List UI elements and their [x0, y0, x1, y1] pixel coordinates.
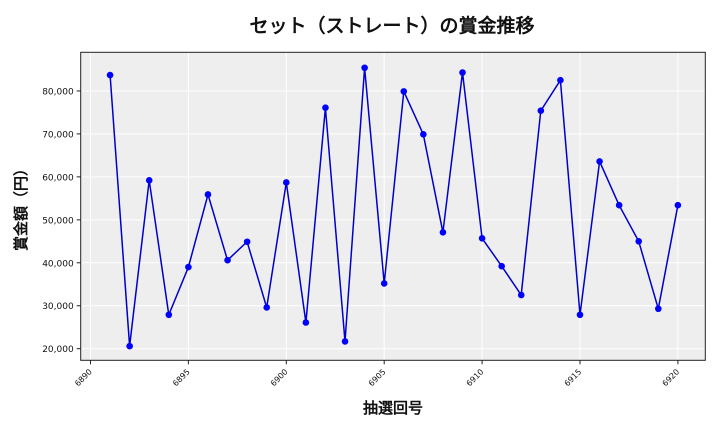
data-point — [302, 319, 310, 326]
y-tick-label: 40,000 — [42, 259, 74, 269]
data-point — [459, 69, 466, 76]
x-axis-label: 抽選回号 — [363, 399, 423, 417]
data-point — [243, 238, 251, 246]
data-point — [165, 311, 173, 319]
data-point — [341, 338, 349, 345]
data-point — [596, 158, 603, 165]
y-tick-label: 70,000 — [42, 130, 74, 140]
series-line — [109, 67, 679, 347]
x-tick-label: 6905 — [367, 367, 388, 388]
data-point — [576, 311, 584, 319]
chart-title: セット（ストレート）の賞金推移 — [249, 14, 534, 37]
y-tick-label: 60,000 — [42, 173, 74, 183]
data-point — [282, 179, 290, 186]
y-tick-label: 50,000 — [42, 216, 74, 226]
data-point — [224, 256, 231, 264]
data-point — [635, 238, 643, 245]
plot-area — [80, 52, 706, 361]
data-point — [322, 104, 329, 112]
data-point — [204, 191, 212, 198]
data-point — [517, 291, 525, 299]
x-tick-label: 6890 — [73, 367, 94, 388]
data-point — [400, 88, 408, 95]
data-point — [361, 64, 368, 72]
x-axis-ticks: 6890 6895 6900 6905 6910 6915 6920 — [73, 360, 681, 388]
data-point — [557, 76, 564, 84]
data-point — [126, 342, 133, 350]
y-axis-label: 賞金額（円） — [12, 161, 30, 251]
data-point — [478, 235, 486, 242]
data-point — [145, 177, 153, 184]
x-tick-label: 6895 — [171, 367, 192, 388]
data-point — [537, 107, 545, 115]
data-point — [380, 280, 388, 287]
x-tick-label: 6915 — [563, 367, 584, 388]
y-tick-label: 80,000 — [42, 87, 74, 97]
data-point — [498, 262, 505, 270]
data-point — [655, 305, 662, 313]
data-point — [615, 201, 623, 209]
data-point — [674, 201, 682, 209]
x-tick-label: 6910 — [465, 367, 486, 388]
data-point — [439, 228, 447, 236]
x-tick-label: 6900 — [269, 367, 290, 388]
data-markers — [106, 64, 682, 350]
plot-frame — [80, 51, 706, 361]
data-point — [420, 131, 427, 138]
data-point — [106, 71, 114, 79]
y-tick-label: 20,000 — [42, 345, 74, 355]
data-point — [263, 304, 271, 311]
x-tick-label: 6920 — [661, 367, 682, 388]
y-tick-label: 30,000 — [42, 302, 74, 312]
data-point — [185, 263, 192, 271]
y-axis-ticks: 20,000 30,000 40,000 50,000 60,000 70,000 80,0… — [42, 87, 81, 355]
